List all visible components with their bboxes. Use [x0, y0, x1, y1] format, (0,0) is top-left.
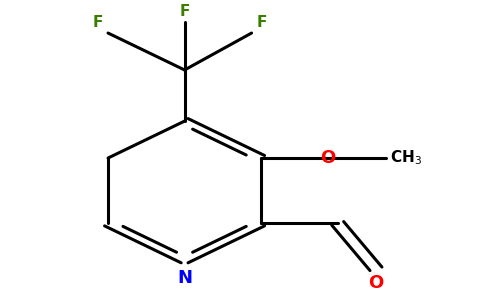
Text: O: O	[320, 149, 336, 167]
Text: CH$_3$: CH$_3$	[390, 149, 423, 167]
Text: N: N	[177, 269, 192, 287]
Text: F: F	[93, 15, 103, 30]
Text: F: F	[180, 4, 190, 19]
Text: F: F	[257, 15, 267, 30]
Text: O: O	[368, 274, 384, 292]
